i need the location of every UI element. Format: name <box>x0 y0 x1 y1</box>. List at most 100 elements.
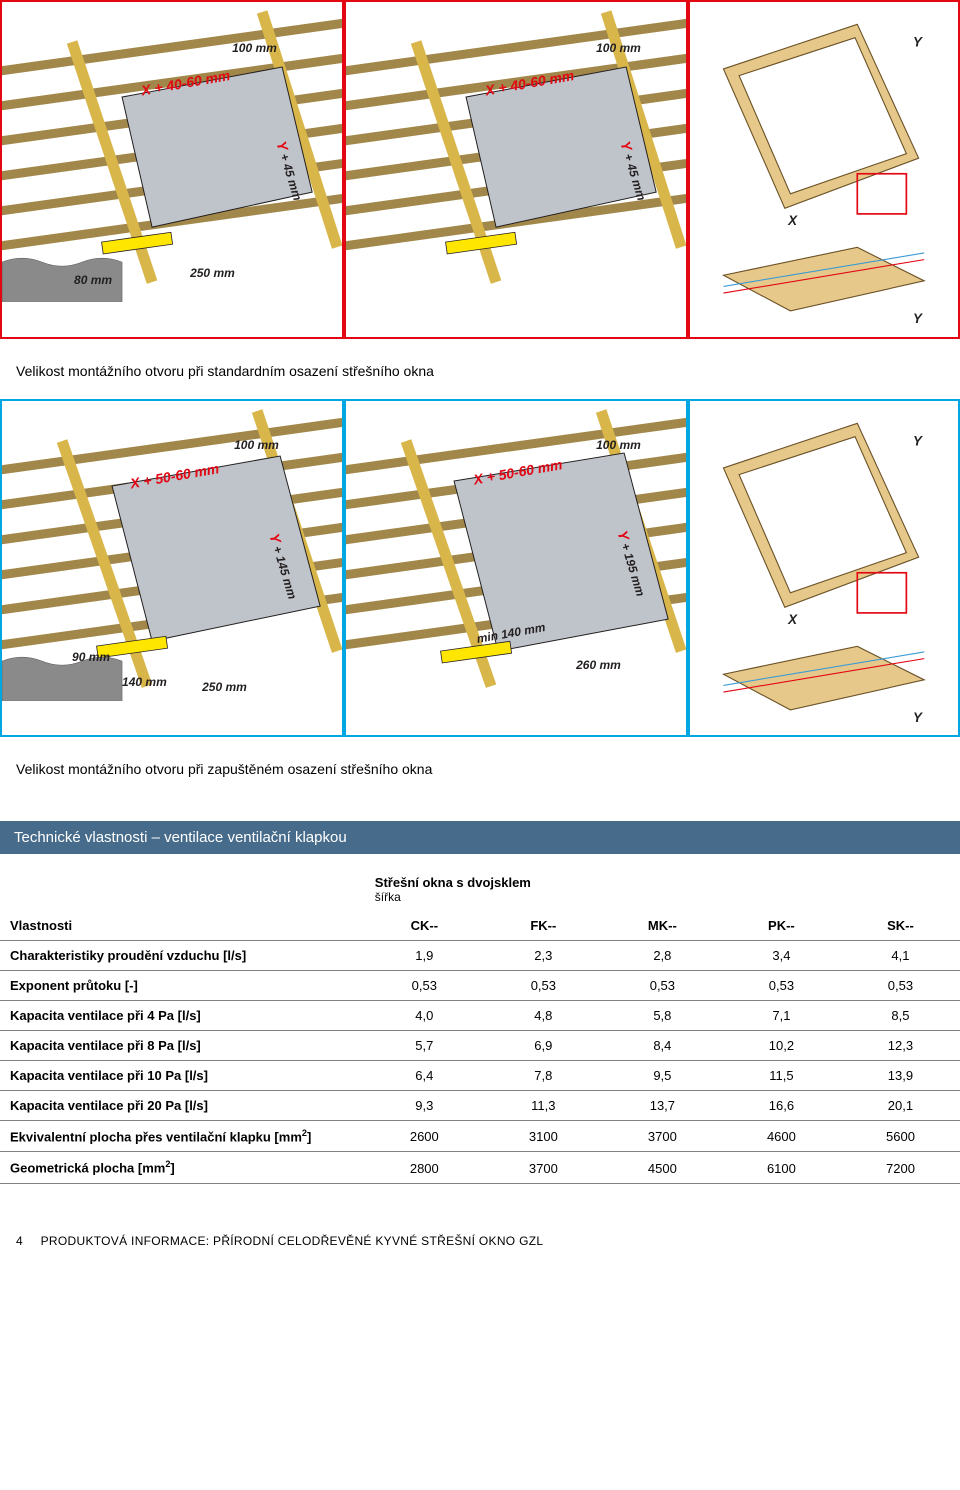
svg-text:Y: Y <box>913 710 923 725</box>
roof-angle: 20°-90° <box>82 430 152 446</box>
table-row: Kapacita ventilace při 4 Pa [l/s]4,04,85… <box>0 1001 960 1031</box>
spec-table: Vlastnosti Střešní okna s dvojsklem šířk… <box>0 868 960 1184</box>
cell: 6100 <box>722 1152 841 1183</box>
svg-text:250 mm: 250 mm <box>189 266 235 280</box>
svg-text:Y: Y <box>913 311 923 326</box>
row-label: Exponent průtoku [-] <box>0 971 365 1001</box>
table-row: Ekvivalentní plocha přes ventilační klap… <box>0 1121 960 1152</box>
svg-text:100 mm: 100 mm <box>234 438 279 452</box>
col-fk: FK-- <box>484 911 603 941</box>
svg-text:80 mm: 80 mm <box>74 273 112 287</box>
table-row: Kapacita ventilace při 10 Pa [l/s]6,47,8… <box>0 1061 960 1091</box>
table-row: Charakteristiky proudění vzduchu [l/s]1,… <box>0 941 960 971</box>
cell: 3700 <box>603 1121 722 1152</box>
panel-title: EDJ <box>10 407 76 446</box>
col-pk: PK-- <box>722 911 841 941</box>
row-label: Charakteristiky proudění vzduchu [l/s] <box>0 941 365 971</box>
row-label: Kapacita ventilace při 8 Pa [l/s] <box>0 1031 365 1061</box>
cell: 7,1 <box>722 1001 841 1031</box>
svg-text:Y: Y <box>913 433 923 448</box>
diagram-eds: EDS 15-90° 100 mm X + 40-60 mm Y + 45 mm <box>346 2 686 337</box>
cell: 5,8 <box>603 1001 722 1031</box>
cell: 3700 <box>484 1152 603 1183</box>
page-number: 4 <box>16 1234 23 1248</box>
iso-diagram-edn: 100 mm X + 50-60 mm Y + 195 mm min 140 m… <box>346 401 686 701</box>
diagram-profile-red: Y X Y <box>690 2 958 337</box>
cell: 1,9 <box>365 941 484 971</box>
cell: 9,3 <box>365 1091 484 1121</box>
row-label: Ekvivalentní plocha přes ventilační klap… <box>0 1121 365 1152</box>
cell: 2800 <box>365 1152 484 1183</box>
cell: 11,3 <box>484 1091 603 1121</box>
row-label: Kapacita ventilace při 4 Pa [l/s] <box>0 1001 365 1031</box>
svg-text:260 mm: 260 mm <box>575 658 621 672</box>
cell: 2,8 <box>603 941 722 971</box>
iso-diagram-edw: 100 mm X + 40-60 mm Y + 45 mm 80 mm 250 … <box>2 2 342 302</box>
cell: 0,53 <box>603 971 722 1001</box>
svg-text:100 mm: 100 mm <box>232 41 277 55</box>
page-footer: 4 PRODUKTOVÁ INFORMACE: PŘÍRODNÍ CELODŘE… <box>0 1184 960 1268</box>
cell: 5,7 <box>365 1031 484 1061</box>
table-title: Technické vlastnosti – ventilace ventila… <box>0 821 960 854</box>
diagram-edj: EDJ 20°-90° 100 mm X + 50-60 mm Y + 145 … <box>2 401 342 736</box>
house-icon <box>82 430 110 446</box>
footer-text: PRODUKTOVÁ INFORMACE: PŘÍRODNÍ CELODŘEVĚ… <box>41 1234 544 1248</box>
cell: 0,53 <box>841 971 960 1001</box>
iso-diagram-edj: 100 mm X + 50-60 mm Y + 145 mm 90 mm 140… <box>2 401 342 701</box>
panel-label-edj: EDJ 20°-90° <box>10 407 152 446</box>
iso-diagram-eds: 100 mm X + 40-60 mm Y + 45 mm <box>346 2 686 302</box>
diagram-edn: EDN 20°-90° 100 mm X + 50-60 mm Y + 195 … <box>346 401 686 736</box>
panel-title: EDS <box>354 8 424 47</box>
cell: 6,9 <box>484 1031 603 1061</box>
svg-text:100 mm: 100 mm <box>596 438 641 452</box>
roof-angle: 20°-90° <box>432 430 502 446</box>
cell: 4,1 <box>841 941 960 971</box>
panel-title: EDW <box>10 8 89 47</box>
svg-text:140 mm: 140 mm <box>122 675 167 689</box>
cell: 0,53 <box>722 971 841 1001</box>
cell: 4500 <box>603 1152 722 1183</box>
cell: 0,53 <box>365 971 484 1001</box>
cell: 2,3 <box>484 941 603 971</box>
svg-text:90 mm: 90 mm <box>72 650 110 664</box>
th-group: Střešní okna s dvojsklem šířka <box>365 868 960 911</box>
caption-red: Velikost montážního otvoru při standardn… <box>0 339 960 399</box>
cell: 8,4 <box>603 1031 722 1061</box>
row-label: Kapacita ventilace při 20 Pa [l/s] <box>0 1091 365 1121</box>
cell: 4600 <box>722 1121 841 1152</box>
cell: 6,4 <box>365 1061 484 1091</box>
table-row: Geometrická plocha [mm2]2800370045006100… <box>0 1152 960 1183</box>
panel-label-edw: EDW 15-90° <box>10 8 161 47</box>
cell: 3,4 <box>722 941 841 971</box>
panel-label-edn: EDN 20°-90° <box>354 407 502 446</box>
banner-red: EDW 15-90° 100 mm X + 40-60 m <box>0 0 960 339</box>
cell: 5600 <box>841 1121 960 1152</box>
row-label: Kapacita ventilace při 10 Pa [l/s] <box>0 1061 365 1091</box>
frame-profile: Y X Y <box>690 401 958 736</box>
panel-label-eds: EDS 15-90° <box>354 8 495 47</box>
cell: 12,3 <box>841 1031 960 1061</box>
table-row: Kapacita ventilace při 8 Pa [l/s]5,76,98… <box>0 1031 960 1061</box>
cell: 10,2 <box>722 1031 841 1061</box>
table-row: Exponent průtoku [-]0,530,530,530,530,53 <box>0 971 960 1001</box>
svg-text:X: X <box>787 213 798 228</box>
cell: 2600 <box>365 1121 484 1152</box>
svg-text:X: X <box>787 612 798 627</box>
cell: 11,5 <box>722 1061 841 1091</box>
diagram-profile-blue: Y X Y <box>690 401 958 736</box>
cell: 3100 <box>484 1121 603 1152</box>
roof-angle: 15-90° <box>430 31 496 47</box>
house-icon <box>95 31 123 47</box>
col-ck: CK-- <box>365 911 484 941</box>
th-vlastnosti: Vlastnosti <box>0 868 365 941</box>
table-row: Kapacita ventilace při 20 Pa [l/s]9,311,… <box>0 1091 960 1121</box>
house-icon <box>432 430 460 446</box>
frame-profile: Y X Y <box>690 2 958 337</box>
col-mk: MK-- <box>603 911 722 941</box>
svg-text:Y: Y <box>913 35 923 50</box>
cell: 4,0 <box>365 1001 484 1031</box>
cell: 16,6 <box>722 1091 841 1121</box>
cell: 7200 <box>841 1152 960 1183</box>
house-icon <box>430 31 458 47</box>
panel-title: EDN <box>354 407 426 446</box>
